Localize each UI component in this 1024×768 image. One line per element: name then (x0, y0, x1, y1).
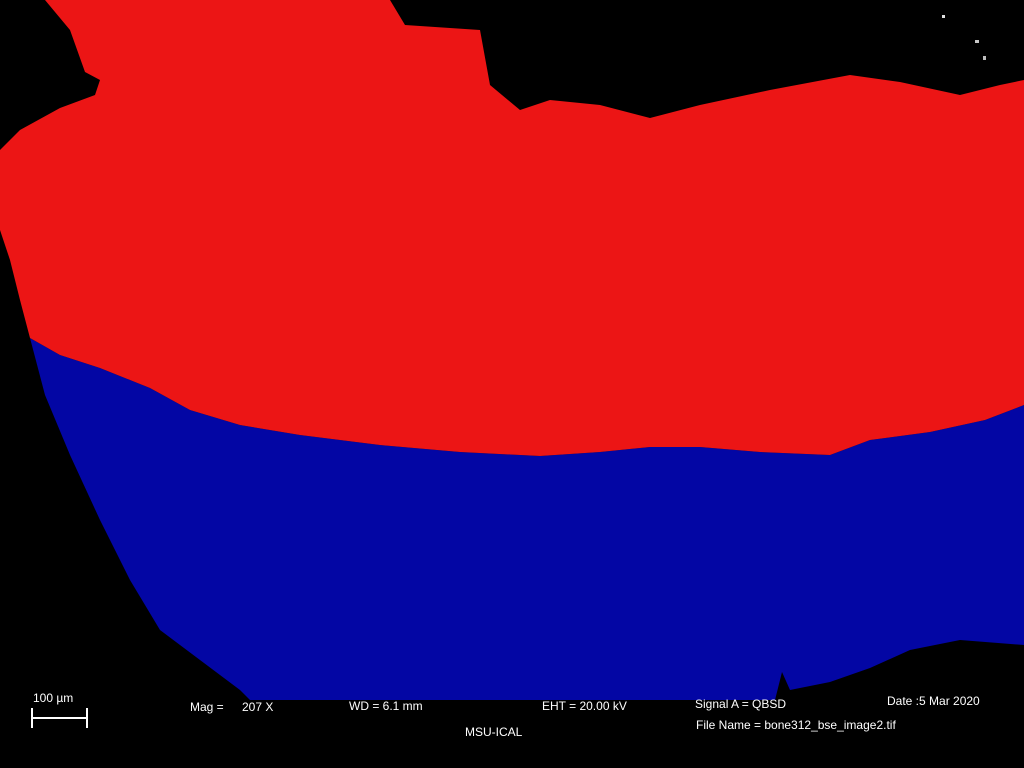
scale-bar-line (31, 717, 88, 719)
lower-region (30, 338, 1024, 700)
speck (983, 56, 986, 60)
scale-bar (31, 708, 88, 728)
accelerating-voltage: EHT = 20.00 kV (542, 699, 627, 713)
detector-signal: Signal A = QBSD (695, 697, 787, 711)
speck (975, 40, 979, 43)
institution-label: MSU-ICAL (465, 725, 523, 739)
speck (942, 15, 945, 18)
segmentation-overlay (0, 0, 1024, 700)
upper-region (0, 0, 1024, 456)
file-name: File Name = bone312_bse_image2.tif (696, 718, 896, 732)
magnification-value: 207 X (242, 700, 274, 714)
working-distance: WD = 6.1 mm (349, 699, 423, 713)
scale-bar-right-tick (86, 708, 88, 728)
scale-label: 100 µm (33, 691, 74, 705)
acquisition-date: Date :5 Mar 2020 (887, 694, 980, 708)
magnification-label: Mag = (190, 700, 224, 714)
